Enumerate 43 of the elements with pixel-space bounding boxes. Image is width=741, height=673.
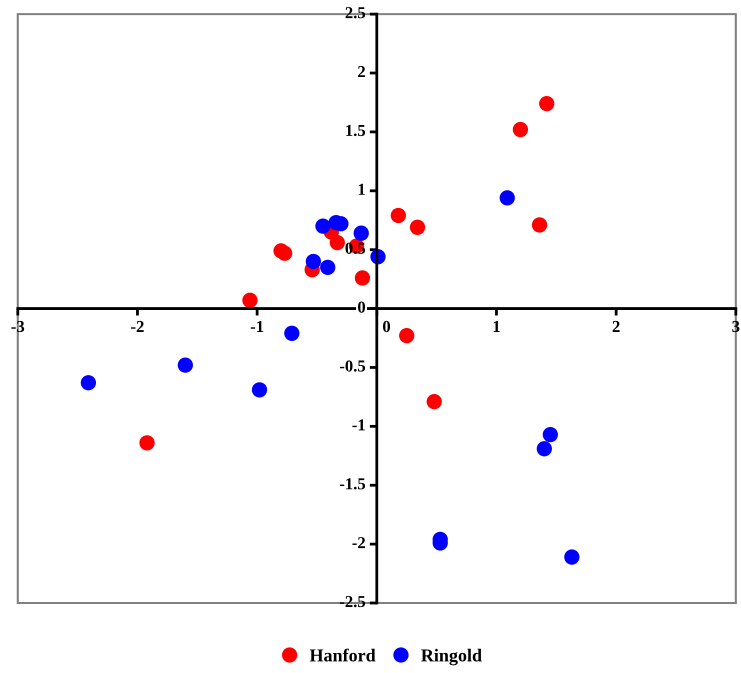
y-tick-label: 1.5 [346, 124, 366, 136]
point [178, 357, 193, 373]
point [410, 220, 426, 235]
y-tick-label: -0.5 [340, 360, 366, 372]
point [532, 217, 548, 233]
point [284, 326, 300, 341]
point [426, 394, 442, 410]
point [252, 382, 268, 398]
x-tick-label: -3 [11, 320, 24, 332]
point [330, 234, 345, 250]
y-tick-label: -2.5 [340, 596, 366, 608]
legend-label: Hanford [310, 648, 376, 662]
y-tick-label: 2 [358, 66, 365, 78]
y-tick-label: -2 [352, 537, 365, 548]
point [139, 435, 155, 450]
point [80, 375, 96, 390]
point [306, 254, 322, 270]
x-tick-label: -2 [131, 320, 144, 332]
y-tick-label: 2.5 [346, 7, 366, 18]
point [390, 208, 406, 224]
y-tick-label: 0 [358, 301, 366, 313]
x-tick-label: 2 [612, 320, 620, 332]
y-tick-label: -1.5 [340, 478, 366, 490]
point [277, 246, 292, 261]
point [354, 226, 369, 241]
x-tick-label: 0 [382, 320, 390, 332]
point [539, 96, 554, 112]
x-tick-label: -1 [250, 320, 264, 332]
y-tick-label: 1 [358, 184, 365, 195]
x-tick-label: 3 [732, 320, 740, 332]
point [500, 190, 515, 206]
legend-label: Ringold [421, 648, 482, 666]
point [315, 218, 331, 234]
y-tick-label: -1 [352, 419, 365, 430]
point [512, 122, 528, 138]
point [536, 441, 552, 456]
point [354, 270, 370, 286]
point [542, 426, 558, 442]
point [320, 260, 336, 275]
x-tick-label: 1 [494, 320, 500, 332]
point [564, 549, 580, 565]
point [399, 328, 414, 344]
point [242, 292, 258, 308]
